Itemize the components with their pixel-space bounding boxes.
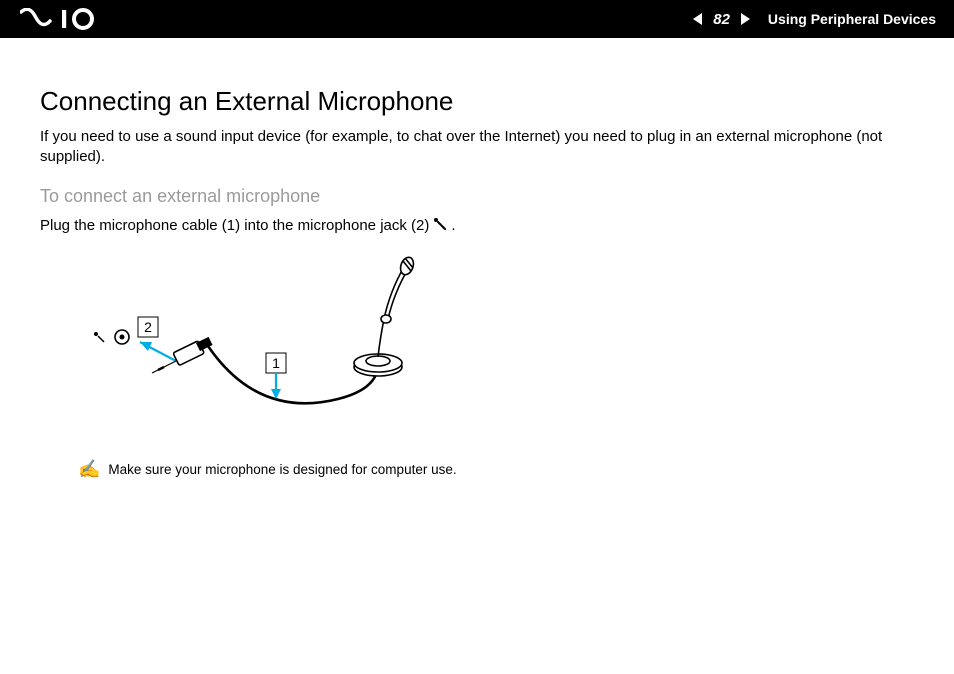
jack-port-inner-icon [120,334,125,339]
callout-jack-label: 2 [144,319,152,335]
microphone-icon [354,255,416,376]
section-label: Using Peripheral Devices [768,11,936,27]
connection-diagram: 2 1 [78,249,914,444]
page-title: Connecting an External Microphone [40,86,914,117]
step-text-pre: Plug the microphone cable (1) into the m… [40,217,429,234]
arrow-to-jack-icon [140,342,176,361]
header-bar: 82 Using Peripheral Devices [0,0,954,38]
note-pencil-icon: ✍ [78,460,100,478]
instruction-step: Plug the microphone cable (1) into the m… [40,217,914,235]
cable-plug-icon [152,336,213,372]
callout-cable: 1 [266,353,286,373]
callout-cable-label: 1 [272,355,280,371]
note-text: Make sure your microphone is designed fo… [108,462,456,477]
arrow-to-cable-icon [271,373,281,399]
header-nav: 82 Using Peripheral Devices [691,11,936,28]
prev-page-arrow[interactable] [691,12,705,26]
page-content: Connecting an External Microphone If you… [0,38,954,478]
next-page-arrow[interactable] [738,12,752,26]
microphone-jack-icon [433,217,447,235]
step-text-post: . [451,217,455,234]
callout-jack: 2 [138,317,158,337]
cable-path-icon [208,346,378,403]
intro-paragraph: If you need to use a sound input device … [40,127,914,168]
note: ✍ Make sure your microphone is designed … [78,462,914,478]
vaio-logo [20,8,120,30]
page-number: 82 [713,11,730,28]
headphone-port-icon [94,332,104,342]
subheading: To connect an external microphone [40,186,914,207]
